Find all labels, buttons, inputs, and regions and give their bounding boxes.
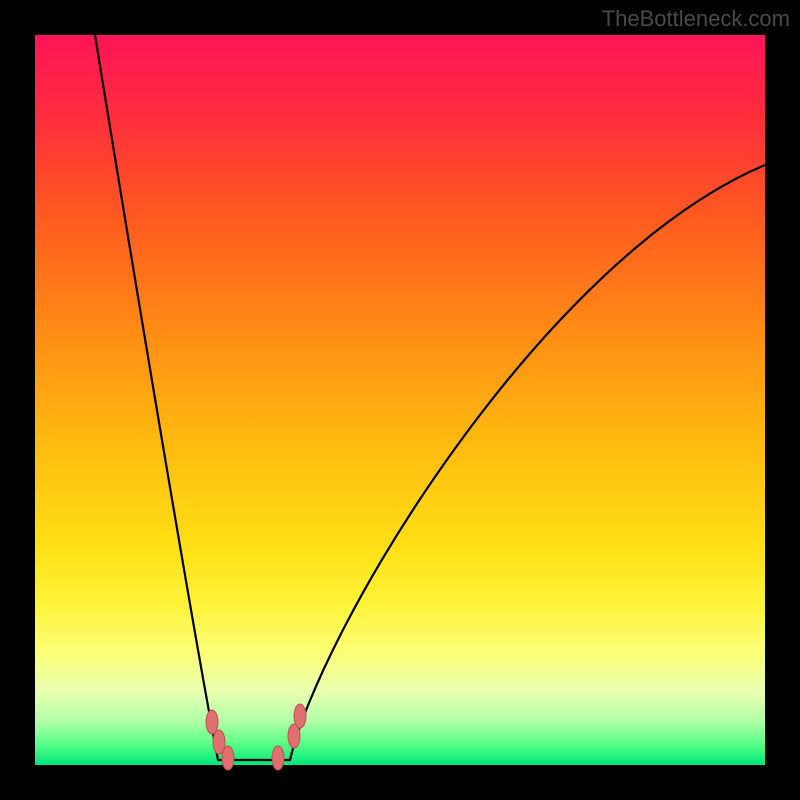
bottleneck-chart <box>0 0 800 800</box>
marker-point <box>222 746 234 770</box>
marker-point <box>206 710 218 734</box>
chart-container: TheBottleneck.com <box>0 0 800 800</box>
marker-point <box>294 704 306 728</box>
marker-point <box>272 746 284 770</box>
watermark-text: TheBottleneck.com <box>602 6 790 32</box>
plot-background <box>35 35 765 765</box>
